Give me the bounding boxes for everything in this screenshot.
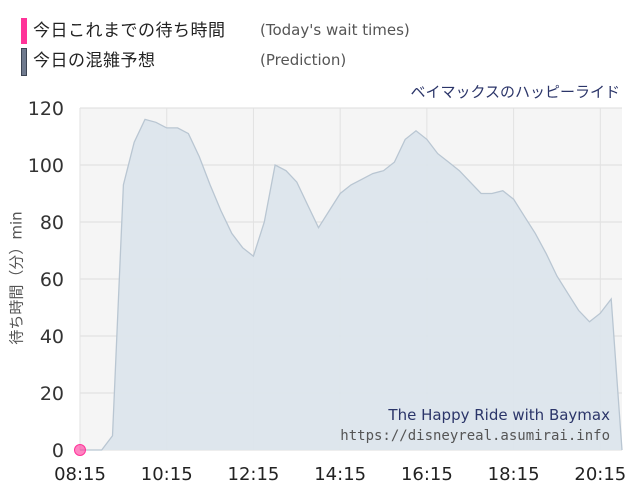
x-tick-label: 10:15: [141, 464, 193, 485]
y-tick-label: 80: [40, 212, 64, 234]
legend-item-prediction: 今日の混雑予想 (Prediction): [14, 46, 614, 76]
y-tick-label: 0: [52, 440, 64, 462]
legend-label-prediction-en: (Prediction): [260, 51, 347, 69]
x-tick-label: 16:15: [401, 464, 453, 485]
legend-label-today-en: (Today's wait times): [260, 21, 410, 39]
x-tick-label: 18:15: [488, 464, 540, 485]
y-axis-label: 待ち時間（分）min: [7, 211, 26, 345]
credit-url: https://disneyreal.asumirai.info: [340, 428, 610, 444]
x-tick-label: 14:15: [314, 464, 366, 485]
y-tick-label: 40: [40, 326, 64, 348]
today-data-point: [74, 444, 86, 456]
prediction-area: [80, 119, 622, 451]
chart-legend: 今日これまでの待ち時間 (Today's wait times) 今日の混雑予想…: [0, 0, 640, 80]
y-tick-label: 100: [28, 155, 64, 177]
y-tick-label: 60: [40, 269, 64, 291]
prediction-line: [80, 118, 623, 451]
attraction-name: ベイマックスのハッピーライド: [410, 83, 620, 101]
legend-label-today: 今日これまでの待ち時間: [33, 21, 226, 41]
legend-label-prediction: 今日の混雑予想: [33, 51, 156, 71]
y-tick-label: 20: [40, 383, 64, 405]
x-tick-label: 08:15: [54, 464, 106, 485]
y-tick-label: 120: [28, 98, 64, 120]
credit-title: The Happy Ride with Baymax: [388, 406, 610, 424]
legend-item-today: 今日これまでの待ち時間 (Today's wait times): [14, 16, 614, 44]
x-tick-label: 12:15: [228, 464, 280, 485]
x-tick-label: 20:15: [574, 464, 626, 485]
legend-swatch-prediction: [21, 48, 27, 76]
legend-swatch-today: [21, 18, 27, 44]
